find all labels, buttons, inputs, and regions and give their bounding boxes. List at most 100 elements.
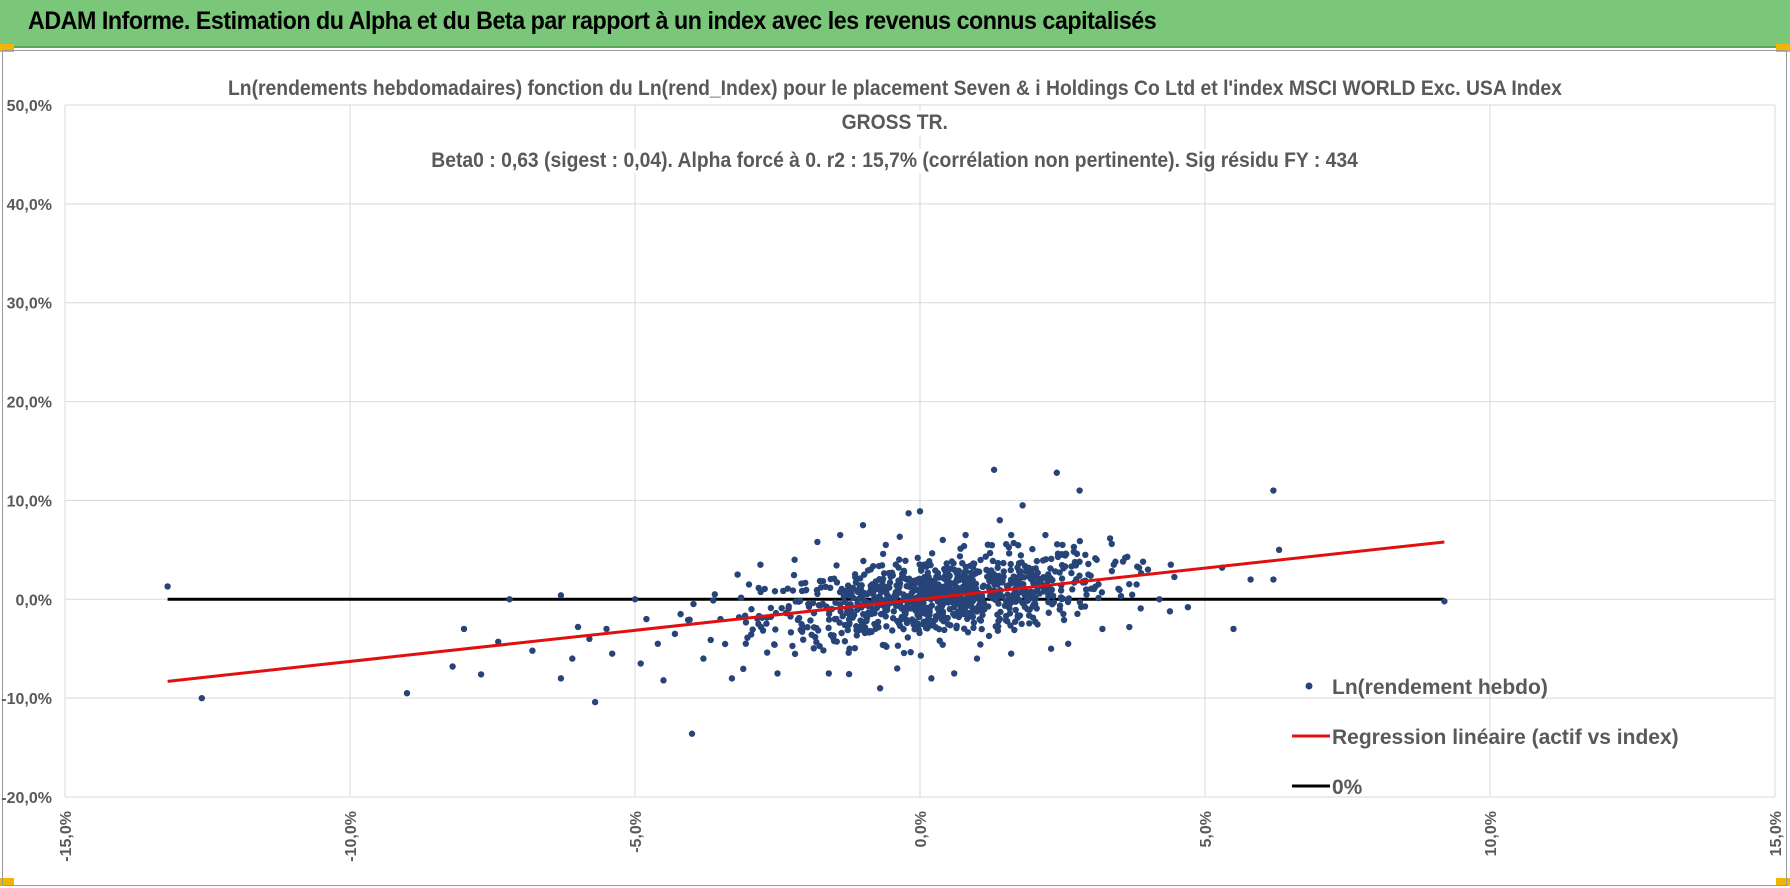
data-point — [1002, 597, 1010, 604]
data-point — [1019, 502, 1026, 509]
data-point — [874, 618, 882, 626]
data-point — [880, 570, 888, 577]
data-point — [896, 620, 903, 628]
data-point — [748, 606, 755, 613]
data-point — [1053, 469, 1061, 476]
data-point — [924, 625, 931, 632]
data-point — [995, 572, 1003, 580]
data-point — [900, 625, 907, 633]
data-point — [198, 694, 205, 702]
data-point — [896, 583, 903, 591]
data-point — [1000, 568, 1008, 575]
data-point — [986, 571, 993, 579]
data-point — [837, 608, 844, 615]
data-point — [557, 592, 565, 599]
data-point — [1054, 553, 1062, 561]
y-tick-label: -10,0% — [1, 691, 52, 708]
data-point — [861, 629, 869, 637]
data-point — [904, 634, 912, 641]
data-point — [1083, 586, 1090, 593]
data-point — [915, 626, 922, 633]
data-point — [1087, 572, 1094, 579]
data-point — [1095, 594, 1102, 602]
data-point — [742, 619, 750, 626]
data-point — [1126, 623, 1133, 631]
data-point — [791, 556, 798, 563]
data-point — [1005, 581, 1012, 589]
x-tick-label: -5,0% — [628, 811, 645, 853]
chart-subtitle: Beta0 : 0,63 (sigest : 0,04). Alpha forc… — [420, 149, 1370, 173]
data-point — [1108, 567, 1116, 575]
data-point — [1005, 550, 1013, 557]
data-point — [1056, 602, 1064, 609]
data-point — [1135, 564, 1143, 571]
data-point — [900, 649, 908, 657]
data-point — [861, 624, 869, 631]
data-point — [889, 595, 897, 602]
data-point — [1076, 537, 1084, 545]
data-point — [912, 601, 919, 609]
data-point — [810, 645, 817, 652]
data-point — [749, 626, 756, 633]
data-point — [962, 531, 969, 539]
corner-marker — [0, 44, 14, 52]
data-point — [574, 623, 582, 631]
data-point — [1060, 565, 1067, 572]
data-point — [861, 618, 868, 626]
data-point — [937, 612, 944, 619]
data-point — [789, 642, 796, 650]
data-point — [1014, 594, 1021, 601]
data-point — [996, 517, 1003, 524]
data-point — [1275, 546, 1283, 554]
data-point — [1015, 560, 1023, 567]
data-point — [700, 655, 707, 662]
data-point — [991, 581, 998, 588]
data-point — [1270, 576, 1277, 583]
data-point — [1068, 569, 1075, 577]
data-point — [813, 586, 821, 594]
data-point — [1057, 594, 1065, 601]
data-point — [867, 582, 874, 590]
data-point — [1024, 606, 1031, 613]
data-point — [711, 591, 718, 598]
data-point — [902, 557, 909, 564]
data-point — [939, 536, 946, 544]
data-point — [916, 508, 924, 515]
data-point — [1099, 625, 1106, 633]
data-point — [907, 648, 914, 656]
data-point — [879, 550, 887, 558]
data-point — [840, 593, 848, 600]
data-point — [933, 573, 940, 581]
data-point — [1011, 618, 1019, 625]
data-point — [856, 582, 863, 589]
data-point — [1024, 597, 1032, 604]
data-point — [728, 675, 736, 682]
data-point — [684, 616, 692, 624]
data-point — [922, 579, 929, 586]
data-point — [1098, 589, 1106, 596]
data-point — [879, 579, 886, 586]
data-point — [1016, 612, 1024, 619]
data-point — [896, 556, 903, 563]
data-point — [889, 614, 897, 622]
data-point — [854, 588, 861, 595]
data-point — [1106, 535, 1114, 542]
data-point — [1126, 580, 1133, 588]
data-point — [939, 641, 946, 648]
data-point — [737, 594, 745, 601]
data-point — [1137, 605, 1144, 612]
data-point — [1047, 645, 1055, 652]
data-point — [506, 596, 513, 603]
data-point — [1045, 609, 1052, 616]
data-point — [643, 615, 650, 623]
data-point — [1090, 585, 1098, 593]
data-point — [827, 575, 834, 583]
data-point — [851, 644, 859, 652]
x-tick-label: 5,0% — [1198, 811, 1215, 847]
data-point — [994, 559, 1002, 567]
data-point — [759, 627, 767, 634]
data-point — [982, 553, 989, 560]
data-point — [637, 660, 644, 667]
data-point — [977, 641, 984, 648]
data-point — [798, 621, 805, 628]
